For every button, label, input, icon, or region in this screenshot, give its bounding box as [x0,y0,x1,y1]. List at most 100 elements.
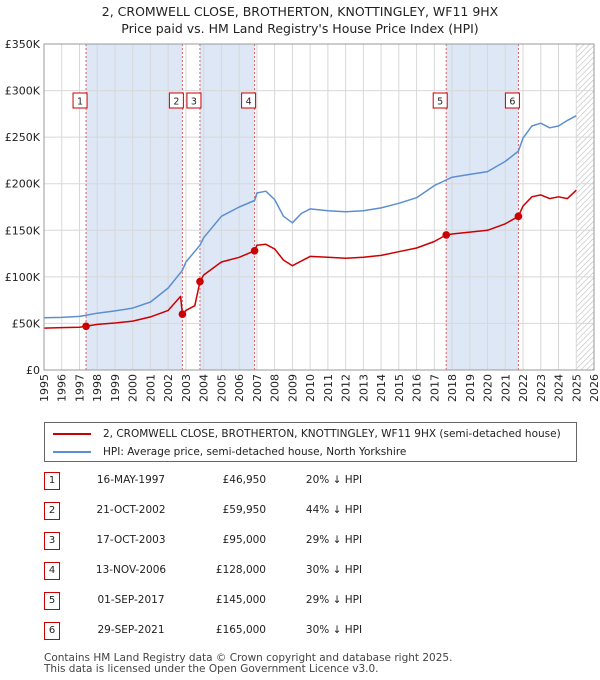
table-row: 6 29-SEP-2021 £165,000 30% ↓ HPI [44,622,444,640]
x-tick-label: 2019 [464,374,477,402]
legend-swatch-hpi [53,451,91,453]
y-tick-label: £200K [5,178,41,191]
row-hpi-diff: 29% ↓ HPI [305,534,363,546]
y-tick-label: £300K [5,85,41,98]
x-tick-label: 1996 [56,374,69,402]
marker-label: 2 [173,97,179,108]
table-row: 1 16-MAY-1997 £46,950 20% ↓ HPI [44,472,444,490]
chart-subtitle: Price paid vs. HM Land Registry's House … [121,21,479,36]
marker-label: 1 [77,97,83,108]
x-tick-label: 2026 [588,374,600,402]
marker-box [168,92,184,109]
row-price: £46,950 [222,474,266,486]
x-tick-label: 2021 [499,374,512,402]
row-date: 29-SEP-2021 [97,624,165,636]
footer-copyright: Contains HM Land Registry data © Crown c… [44,652,453,664]
legend-label-hpi: HPI: Average price, semi-detached house,… [103,446,407,458]
row-number: 3 [44,532,60,550]
row-date: 16-MAY-1997 [96,474,166,486]
x-tick-label: 1998 [91,374,104,402]
x-tick-label: 2025 [570,374,583,402]
hpi-line [43,115,577,319]
y-tick-label: £350K [5,38,41,51]
x-tick-label: 2009 [286,374,299,402]
x-tick-label: 2013 [357,374,370,402]
x-tick-label: 2011 [322,374,335,402]
row-price: £59,950 [222,504,266,516]
x-tick-label: 2003 [180,374,193,402]
legend-swatch-property [53,433,91,435]
marker-label: 5 [437,97,443,108]
row-date: 17-OCT-2003 [96,534,166,546]
table-row: 4 13-NOV-2006 £128,000 30% ↓ HPI [44,562,444,580]
x-tick-label: 2002 [162,374,175,402]
table-row: 5 01-SEP-2017 £145,000 29% ↓ HPI [44,592,444,610]
legend-item-property: 2, CROMWELL CLOSE, BROTHERTON, KNOTTINGL… [53,426,561,442]
row-number: 1 [44,472,60,490]
legend: 2, CROMWELL CLOSE, BROTHERTON, KNOTTINGL… [44,422,577,462]
marker-box [504,92,520,109]
y-tick-label: £250K [5,131,41,144]
row-hpi-diff: 29% ↓ HPI [305,594,363,606]
x-tick-label: 2005 [215,374,228,402]
footer: Contains HM Land Registry data © Crown c… [44,653,452,675]
x-tick-label: 2000 [127,374,140,402]
x-tick-label: 2010 [304,374,317,402]
marker-box [241,92,257,109]
row-hpi-diff: 20% ↓ HPI [305,474,363,486]
x-tick-label: 2001 [144,374,157,402]
footer-license: This data is licensed under the Open Gov… [44,663,379,675]
y-tick-label: £50K [12,317,41,330]
marker-label: 3 [191,97,197,108]
y-tick-label: £0 [26,364,40,377]
row-price: £165,000 [215,624,266,636]
x-tick-label: 2017 [428,374,441,402]
row-price: £128,000 [215,564,266,576]
sale-point [250,246,259,255]
marker-label: 6 [509,97,515,108]
row-price: £145,000 [215,594,266,606]
sale-point [82,322,90,331]
row-hpi-diff: 44% ↓ HPI [305,504,363,516]
x-tick-label: 2016 [411,374,424,402]
chart-title: 2, CROMWELL CLOSE, BROTHERTON, KNOTTINGL… [101,4,499,19]
x-tick-label: 2022 [517,374,530,402]
row-hpi-diff: 30% ↓ HPI [305,624,363,636]
row-number: 2 [44,502,60,520]
marker-box [72,92,88,109]
x-tick-label: 2024 [553,374,566,402]
forecast-hatch [576,44,594,370]
marker-box [432,92,448,109]
x-tick-label: 2004 [198,374,211,402]
x-tick-label: 2007 [251,374,264,402]
x-tick-label: 2014 [375,374,388,402]
row-number: 5 [44,592,60,610]
row-date: 21-OCT-2002 [96,504,166,516]
x-tick-label: 1995 [38,374,51,402]
table-row: 2 21-OCT-2002 £59,950 44% ↓ HPI [44,502,444,520]
row-hpi-diff: 30% ↓ HPI [305,564,363,576]
legend-item-hpi: HPI: Average price, semi-detached house,… [53,444,406,460]
x-tick-label: 2023 [535,374,548,402]
x-tick-label: 2008 [269,374,282,402]
y-tick-label: £100K [5,271,41,284]
x-tick-label: 2006 [233,374,246,402]
row-number: 6 [44,622,60,640]
sale-point [442,231,451,239]
row-number: 4 [44,562,60,580]
sale-point [178,310,187,318]
sale-point [514,212,523,221]
sale-point [196,277,204,286]
row-date: 13-NOV-2006 [95,564,167,576]
x-tick-label: 2020 [482,374,495,402]
x-tick-label: 1999 [109,374,122,402]
x-tick-label: 1997 [73,374,86,402]
marker-box [186,92,202,109]
y-tick-label: £150K [5,224,41,237]
x-tick-label: 2018 [446,374,459,402]
marker-label: 4 [246,97,252,108]
x-tick-label: 2015 [393,374,406,402]
shaded-period [86,44,183,370]
row-date: 01-SEP-2017 [97,594,165,606]
x-tick-label: 2012 [340,374,353,402]
